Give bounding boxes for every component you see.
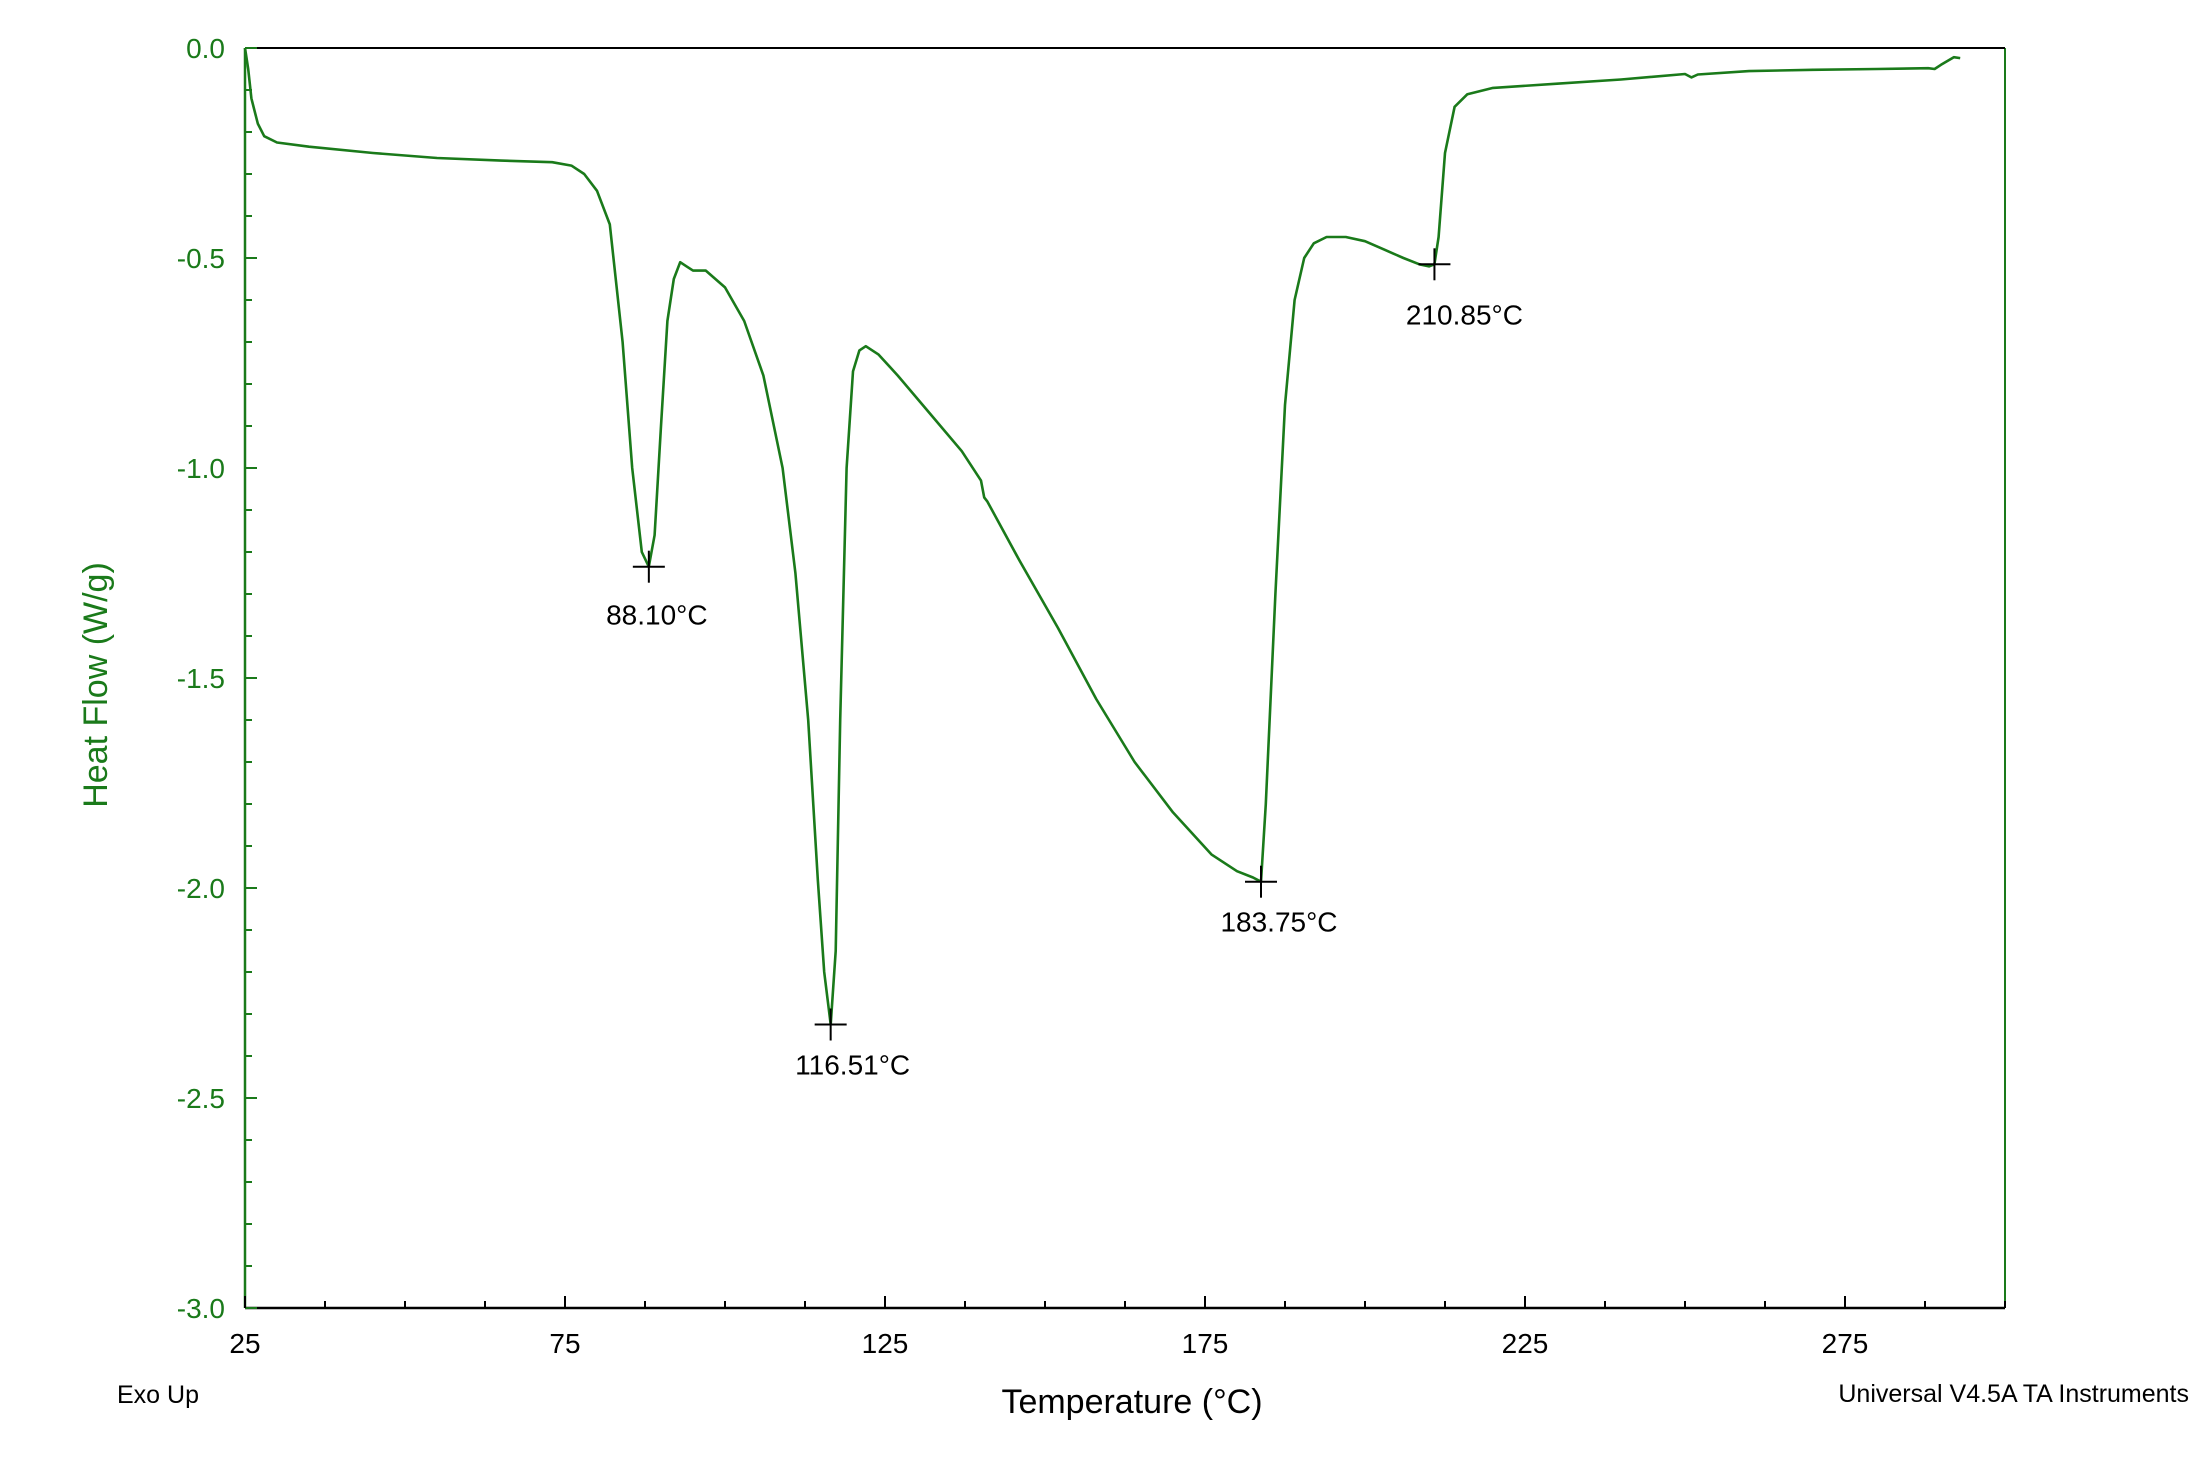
peak-label: 88.10°C: [606, 600, 708, 631]
peak-label: 116.51°C: [795, 1050, 910, 1081]
y-tick-label: -1.5: [177, 663, 225, 694]
peak-label: 183.75°C: [1220, 907, 1337, 938]
tick-labels: 0.0 -0.5 -1.0 -1.5 -2.0 -2.5 -3.025 75 125 175 225…: [177, 33, 1869, 1359]
peak-annotations: 88.10°C 116.51°C 183.75°C 210.85°C: [606, 248, 1523, 1081]
x-tick-label: 275: [1822, 1328, 1869, 1359]
x-tick-label: 225: [1502, 1328, 1549, 1359]
exo-up-label: Exo Up: [117, 1381, 199, 1409]
axes: [243, 47, 2006, 1310]
x-axis-title: Temperature (°C): [1001, 1383, 1262, 1421]
y-tick-label: -3.0: [177, 1293, 225, 1324]
peak-label: 210.85°C: [1406, 299, 1523, 330]
x-tick-label: 75: [549, 1328, 580, 1359]
y-tick-label: -0.5: [177, 243, 225, 274]
x-tick-label: 125: [862, 1328, 909, 1359]
x-tick-label: 25: [229, 1328, 260, 1359]
peak-marker: 116.51°C: [795, 1008, 910, 1081]
y-axis-title: Heat Flow (W/g): [77, 562, 115, 808]
heat-flow-series-line: [243, 47, 1961, 1026]
y-tick-label: -2.5: [177, 1083, 225, 1114]
peak-marker: 88.10°C: [606, 550, 708, 631]
x-tick-label: 175: [1182, 1328, 1229, 1359]
y-tick-label: -2.0: [177, 873, 225, 904]
peak-marker: 183.75°C: [1220, 865, 1338, 938]
y-tick-label: 0.0: [186, 33, 225, 64]
ticks: [244, 47, 2006, 1309]
software-credit: Universal V4.5A TA Instruments: [1838, 1380, 2189, 1408]
peak-marker: 210.85°C: [1406, 248, 1523, 330]
y-tick-label: -1.0: [177, 453, 225, 484]
